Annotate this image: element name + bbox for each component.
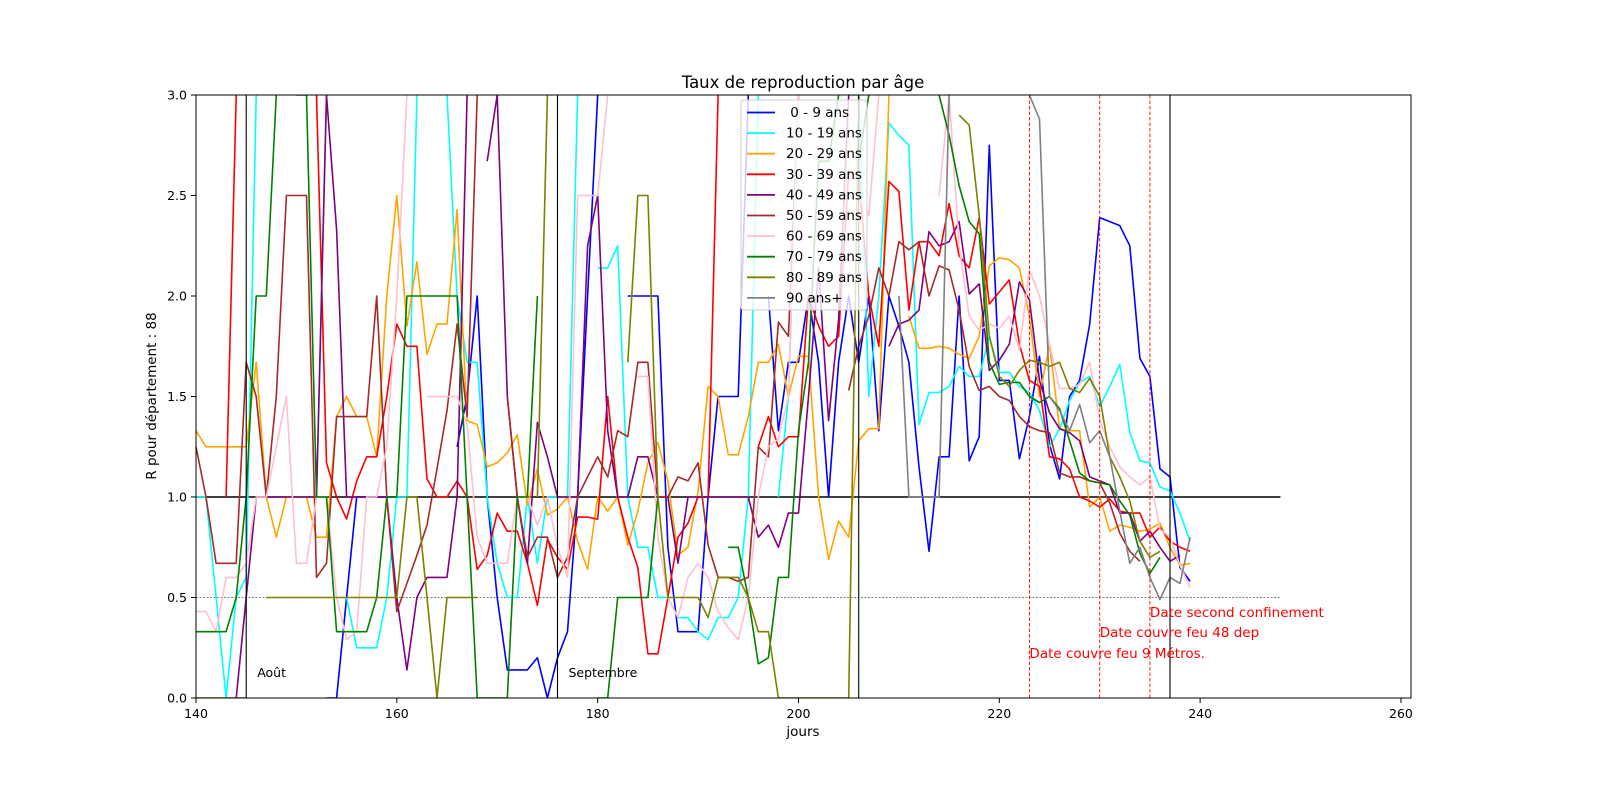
legend-item: 20 - 29 ans [747, 146, 862, 162]
series-line-8-1 [266, 496, 478, 698]
legend-label: 40 - 49 ans [786, 187, 862, 203]
series-line-9-0 [898, 95, 950, 498]
legend-item: 50 - 59 ans [747, 208, 862, 224]
y-tick-label: 1.0 [167, 490, 187, 505]
legend-label: 20 - 29 ans [786, 146, 862, 162]
x-tick-label: 240 [1188, 706, 1212, 721]
series-8 [196, 95, 1161, 698]
y-tick-label: 1.5 [167, 389, 187, 404]
legend-label: 80 - 89 ans [786, 270, 862, 286]
series-7 [196, 95, 1161, 698]
x-axis-title: jours [785, 724, 819, 740]
legend-item: 40 - 49 ans [747, 187, 862, 203]
month-marker-label: Septembre [568, 665, 637, 680]
series-9 [898, 95, 1191, 601]
y-tick-label: 0.5 [167, 590, 187, 605]
x-tick-label: 220 [987, 706, 1011, 721]
event-marker-label: Date second confinement [1150, 605, 1324, 621]
series-line-6-4 [938, 95, 1191, 588]
legend-item: 70 - 79 ans [747, 249, 862, 265]
series-line-7-0 [196, 95, 278, 633]
series-line-5-0 [196, 95, 478, 613]
legend: 0 - 9 ans 10 - 19 ans 20 - 29 ans 30 - 39 a… [740, 99, 868, 311]
legend-label: 60 - 69 ans [786, 229, 862, 245]
series-line-8-3 [627, 95, 860, 698]
legend-item: 60 - 69 ans [747, 229, 862, 245]
chart-title: Taux de reproduction par âge [681, 73, 925, 92]
series-line-7-5 [938, 95, 1161, 575]
legend-label: 10 - 19 ans [786, 126, 862, 142]
series-line-1-2 [345, 95, 418, 649]
x-tick-label: 260 [1389, 706, 1413, 721]
x-tick-label: 160 [385, 706, 409, 721]
series-line-1-0 [196, 95, 257, 698]
legend-item: 0 - 9 ans [747, 105, 849, 121]
series-line-1-6 [848, 95, 1191, 542]
y-tick-label: 3.0 [167, 88, 187, 103]
legend-item: 90 ans+ [747, 290, 843, 306]
x-tick-label: 200 [787, 706, 811, 721]
y-tick-label: 0.0 [167, 691, 187, 706]
plot-area: Août Septembre Date couvre feu 9 Métros. Da… [167, 88, 1413, 722]
y-tick-label: 2.0 [167, 289, 187, 304]
series-line-4-0 [235, 95, 468, 698]
y-axis-title: R pour département : 88 [144, 312, 160, 479]
series-line-4-2 [888, 220, 1181, 563]
legend-label: 30 - 39 ans [786, 167, 862, 183]
series-line-8-2 [536, 95, 549, 498]
event-marker-label: Date couvre feu 48 dep [1100, 625, 1259, 641]
plot-clip-group [196, 95, 1281, 698]
legend-item: 80 - 89 ans [747, 270, 862, 286]
legend-label: 70 - 79 ans [786, 249, 862, 265]
series-4 [235, 95, 1181, 698]
series-line-2-0 [196, 95, 890, 571]
event-marker-label: Date couvre feu 9 Métros. [1029, 646, 1205, 662]
series-line-3-0 [225, 95, 237, 498]
series-line-6-0 [196, 95, 408, 641]
legend-item: 30 - 39 ans [747, 167, 862, 183]
series-line-0-2 [627, 95, 750, 633]
legend-label: 50 - 59 ans [786, 208, 862, 224]
legend-label: 90 ans+ [786, 290, 843, 306]
x-tick-label: 140 [184, 706, 208, 721]
legend-label: 0 - 9 ans [786, 105, 849, 121]
series-line-6-2 [637, 95, 800, 641]
series-line-3-1 [315, 95, 719, 655]
x-tick-label: 180 [586, 706, 610, 721]
series-line-0-3 [767, 144, 1191, 582]
month-marker-label: Août [257, 665, 286, 680]
series-line-9-1 [1028, 95, 1191, 601]
series-line-8-4 [958, 114, 1161, 559]
series-line-7-2 [597, 496, 659, 698]
series-line-5-1 [506, 95, 800, 583]
legend-item: 10 - 19 ans [747, 126, 862, 142]
series-line-7-1 [296, 95, 539, 698]
y-tick-label: 2.5 [167, 188, 187, 203]
series-line-0-1 [456, 95, 599, 698]
